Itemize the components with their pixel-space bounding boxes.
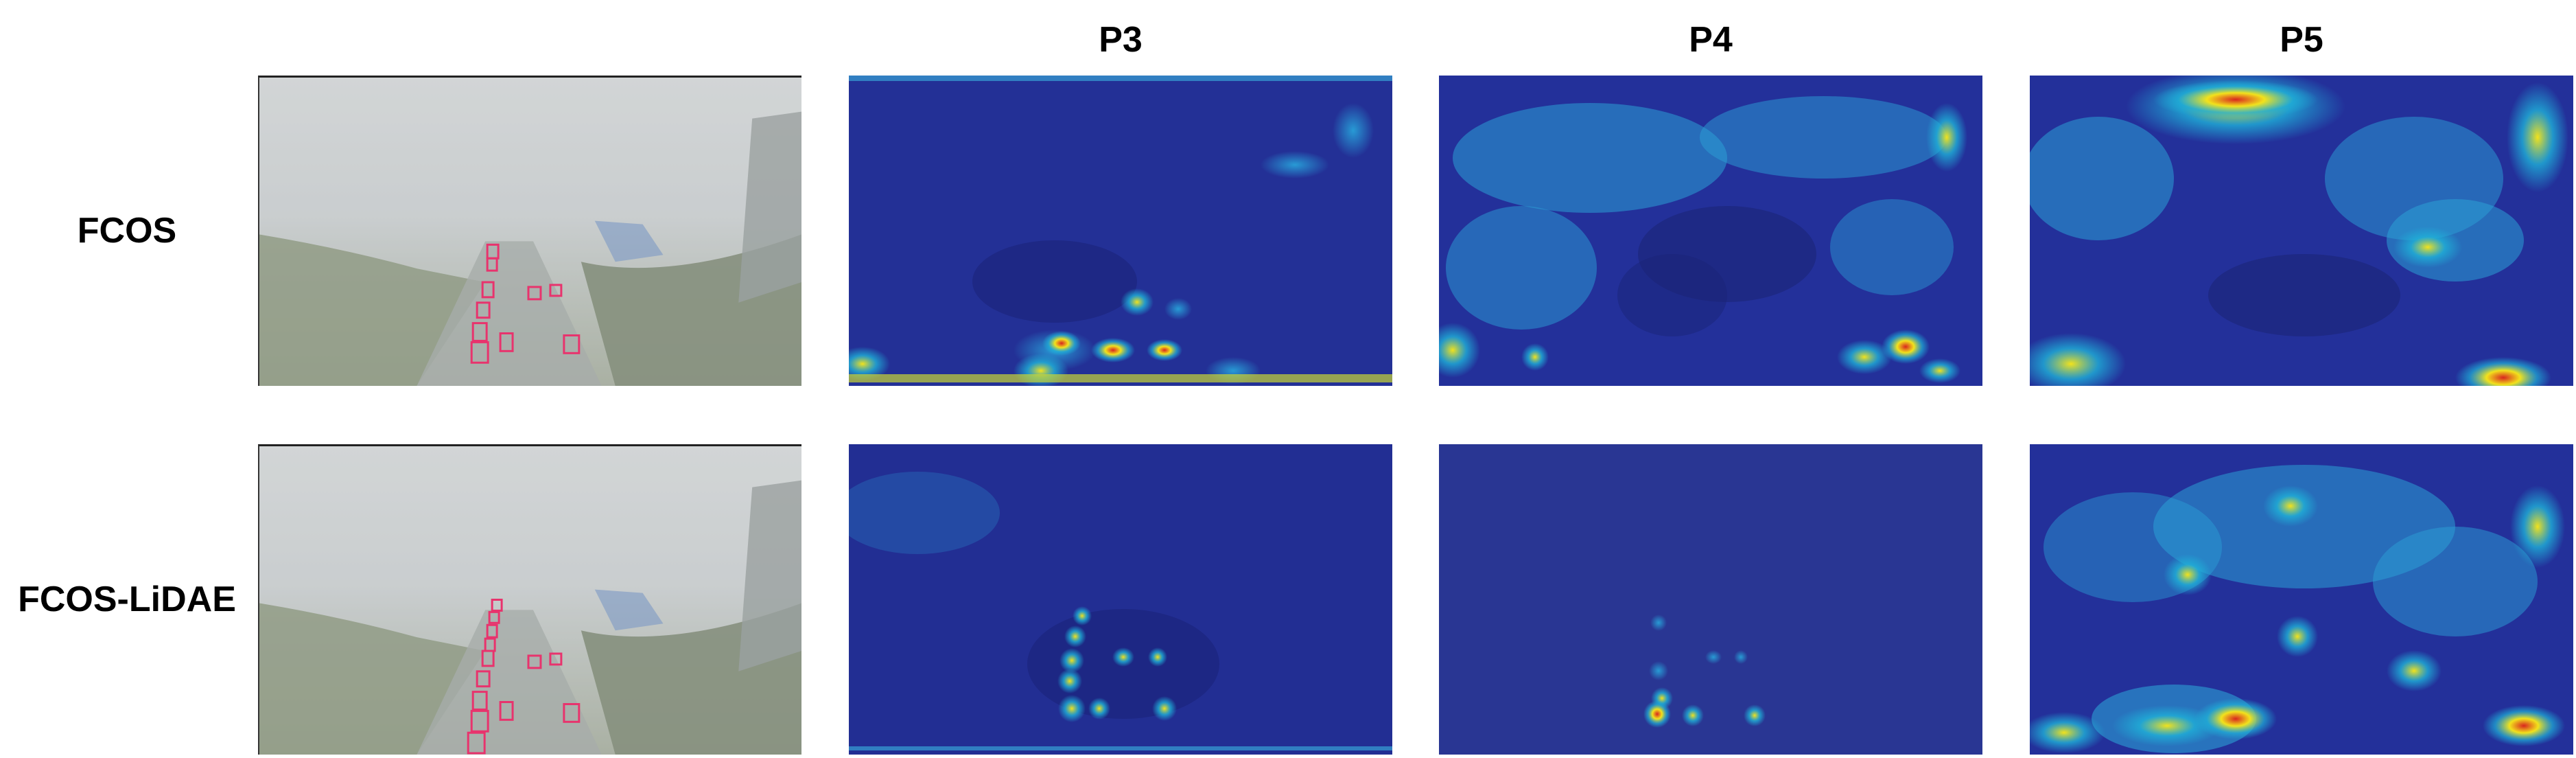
fcos-lidae-p4-heatmap [1439, 444, 1982, 755]
row-label-fcos-lidae: FCOS-LiDAE [18, 579, 236, 619]
fcos-p3-heatmap [849, 76, 1392, 386]
column-header-p5: P5 [2280, 20, 2323, 60]
column-header-p3: P3 [1099, 20, 1143, 60]
fcos-p4-heatmap [1439, 76, 1982, 386]
fcos-detection-image [258, 76, 801, 386]
fcos-lidae-p3-heatmap [849, 444, 1392, 755]
fcos-lidae-detection-image [258, 444, 801, 755]
row-label-fcos: FCOS [77, 211, 177, 251]
fcos-p5-heatmap [2030, 76, 2573, 386]
column-header-p4: P4 [1689, 20, 1733, 60]
fcos-lidae-p5-heatmap [2030, 444, 2573, 755]
